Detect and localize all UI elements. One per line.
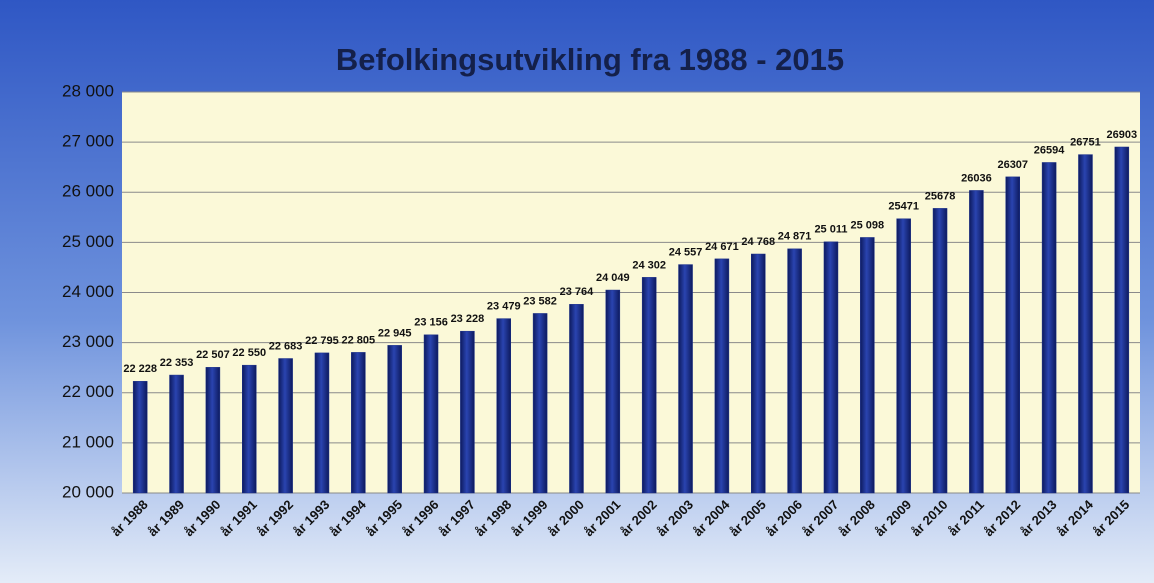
- y-tick-label: 24 000: [62, 282, 114, 301]
- value-label: 26751: [1070, 137, 1101, 149]
- bar: [751, 253, 766, 494]
- chart-title: Befolkingsutvikling fra 1988 - 2015: [336, 42, 844, 77]
- bar: [1041, 162, 1057, 494]
- value-label: 22 228: [123, 363, 157, 375]
- value-label: 23 228: [451, 313, 485, 325]
- bar: [205, 367, 221, 494]
- value-label: 26903: [1107, 129, 1138, 141]
- bar: [278, 358, 293, 494]
- value-label: 26036: [961, 172, 992, 184]
- bar: [1078, 154, 1093, 494]
- value-label: 24 768: [741, 236, 775, 248]
- bar: [532, 313, 548, 494]
- value-label: 24 871: [778, 231, 812, 243]
- bar: [1005, 176, 1020, 494]
- bar: [787, 248, 802, 494]
- value-label: 22 805: [341, 334, 375, 346]
- bar: [314, 352, 330, 494]
- value-label: 26594: [1034, 144, 1065, 156]
- bar: [496, 318, 511, 494]
- value-label: 22 945: [378, 327, 412, 339]
- y-tick-label: 26 000: [62, 182, 114, 201]
- bar: [641, 277, 657, 494]
- bar: [351, 352, 366, 494]
- value-label: 23 764: [560, 286, 595, 298]
- value-label: 23 479: [487, 301, 521, 313]
- bar: [678, 264, 693, 494]
- bar: [860, 237, 875, 494]
- value-label: 25 098: [850, 219, 884, 231]
- value-label: 25678: [925, 190, 956, 202]
- y-tick-label: 25 000: [62, 232, 114, 251]
- value-label: 22 353: [160, 357, 194, 369]
- bar: [169, 374, 184, 494]
- bar: [423, 334, 439, 494]
- bar: [969, 190, 984, 494]
- value-label: 24 671: [705, 241, 739, 253]
- y-tick-label: 28 000: [62, 81, 114, 100]
- bar: [569, 304, 584, 494]
- value-label: 22 550: [232, 347, 266, 359]
- bar: [714, 258, 730, 494]
- value-label: 24 049: [596, 272, 630, 284]
- y-tick-label: 27 000: [62, 132, 114, 151]
- value-label: 24 302: [632, 259, 666, 271]
- value-label: 25471: [888, 201, 919, 213]
- bar: [242, 364, 257, 494]
- bar: [460, 330, 475, 494]
- value-label: 24 557: [669, 246, 703, 258]
- value-label: 22 795: [305, 335, 339, 347]
- bar: [896, 218, 911, 494]
- bar: [1114, 146, 1130, 494]
- value-label: 26307: [997, 159, 1028, 171]
- bar: [132, 381, 148, 494]
- y-tick-label: 20 000: [62, 482, 114, 501]
- value-label: 22 683: [269, 340, 303, 352]
- y-tick-label: 21 000: [62, 432, 114, 451]
- value-label: 23 156: [414, 317, 448, 329]
- bar: [387, 345, 402, 494]
- value-label: 25 011: [814, 224, 847, 236]
- bar: [605, 289, 621, 494]
- value-label: 23 582: [523, 295, 557, 307]
- y-tick-label: 23 000: [62, 332, 114, 351]
- value-label: 22 507: [196, 349, 230, 361]
- bar: [823, 241, 839, 494]
- y-tick-label: 22 000: [62, 382, 114, 401]
- bar: [932, 208, 948, 494]
